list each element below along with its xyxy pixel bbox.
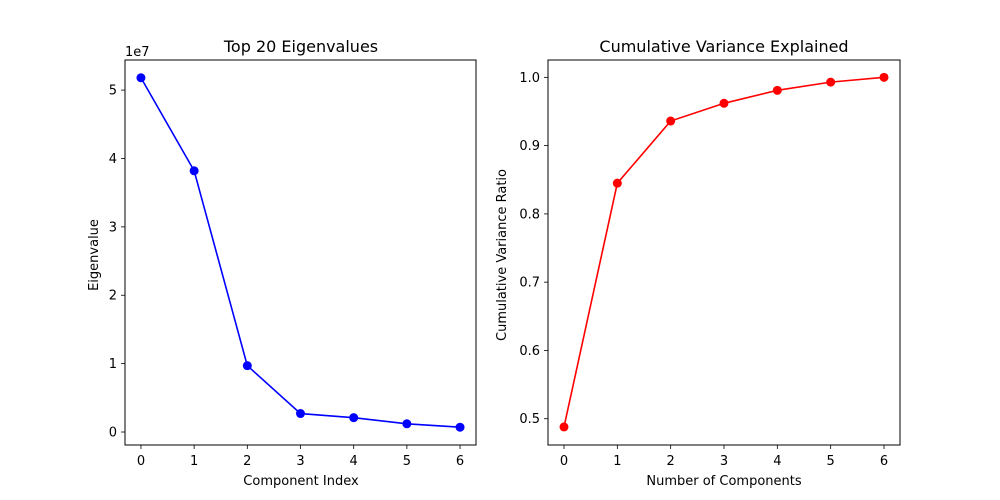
series-line: [140, 77, 461, 429]
y-tick-label: 1.0: [519, 71, 540, 86]
x-tick-label: 0: [137, 454, 145, 469]
data-point: [559, 422, 569, 432]
data-point: [826, 77, 836, 87]
x-tick-label: 4: [773, 454, 781, 469]
tick-group: 0 1 2 3 4 5 6 0 1 2 3 4 5: [109, 84, 464, 469]
data-point: [772, 85, 782, 95]
y-tick-label: 0: [109, 426, 117, 441]
plot-area-frame: [124, 59, 477, 446]
x-tick-label: 2: [243, 454, 251, 469]
y-tick-label: 2: [109, 289, 117, 304]
data-point: [719, 98, 729, 108]
x-tick-label: 1: [613, 454, 621, 469]
y-tick-label: 0.6: [519, 344, 540, 359]
chart-title: Cumulative Variance Explained: [599, 37, 848, 56]
x-tick-label: 6: [456, 454, 464, 469]
y-tick-label: 0.7: [519, 276, 540, 291]
y-axis-label: Eigenvalue: [87, 219, 102, 291]
eigenvalue-chart: Top 20 Eigenvalues 1e7 Component Index E…: [87, 37, 477, 489]
data-point: [349, 413, 359, 423]
y-tick-label: 1: [109, 357, 117, 372]
y-tick-label: 0.5: [519, 412, 540, 427]
data-point: [612, 178, 622, 188]
y-tick-label: 3: [109, 220, 117, 235]
data-point: [189, 166, 199, 176]
series-group: [559, 72, 889, 432]
x-tick-label: 5: [827, 454, 835, 469]
y-axis-label: Cumulative Variance Ratio: [495, 169, 510, 341]
x-tick-label: 0: [560, 454, 568, 469]
x-tick-label: 5: [403, 454, 411, 469]
tick-group: 0 1 2 3 4 5 6 0.5 0.6 0.7 0.8 0.9 1.0: [519, 71, 888, 469]
y-tick-label: 4: [109, 152, 117, 167]
data-point: [402, 419, 412, 429]
data-point: [296, 409, 305, 419]
y-offset-label: 1e7: [125, 45, 150, 60]
x-tick-label: 6: [880, 454, 888, 469]
y-tick-label: 5: [109, 84, 117, 99]
x-tick-label: 4: [350, 454, 358, 469]
series-line: [563, 76, 885, 428]
data-point: [136, 73, 146, 83]
x-axis-label: Component Index: [243, 474, 359, 489]
chart-title: Top 20 Eigenvalues: [223, 37, 378, 56]
data-point: [455, 422, 465, 432]
cumulative-variance-chart: Cumulative Variance Explained Number of …: [495, 37, 901, 489]
y-tick-label: 0.9: [519, 139, 540, 154]
x-tick-label: 3: [296, 454, 304, 469]
data-point: [242, 361, 252, 371]
x-axis-label: Number of Components: [646, 474, 801, 489]
x-tick-label: 2: [667, 454, 675, 469]
series-group: [136, 73, 465, 432]
y-tick-label: 0.8: [519, 207, 540, 222]
x-tick-label: 1: [190, 454, 198, 469]
data-point: [879, 72, 889, 82]
x-tick-label: 3: [720, 454, 728, 469]
plot-area-frame: [547, 59, 901, 446]
data-point: [666, 116, 676, 126]
